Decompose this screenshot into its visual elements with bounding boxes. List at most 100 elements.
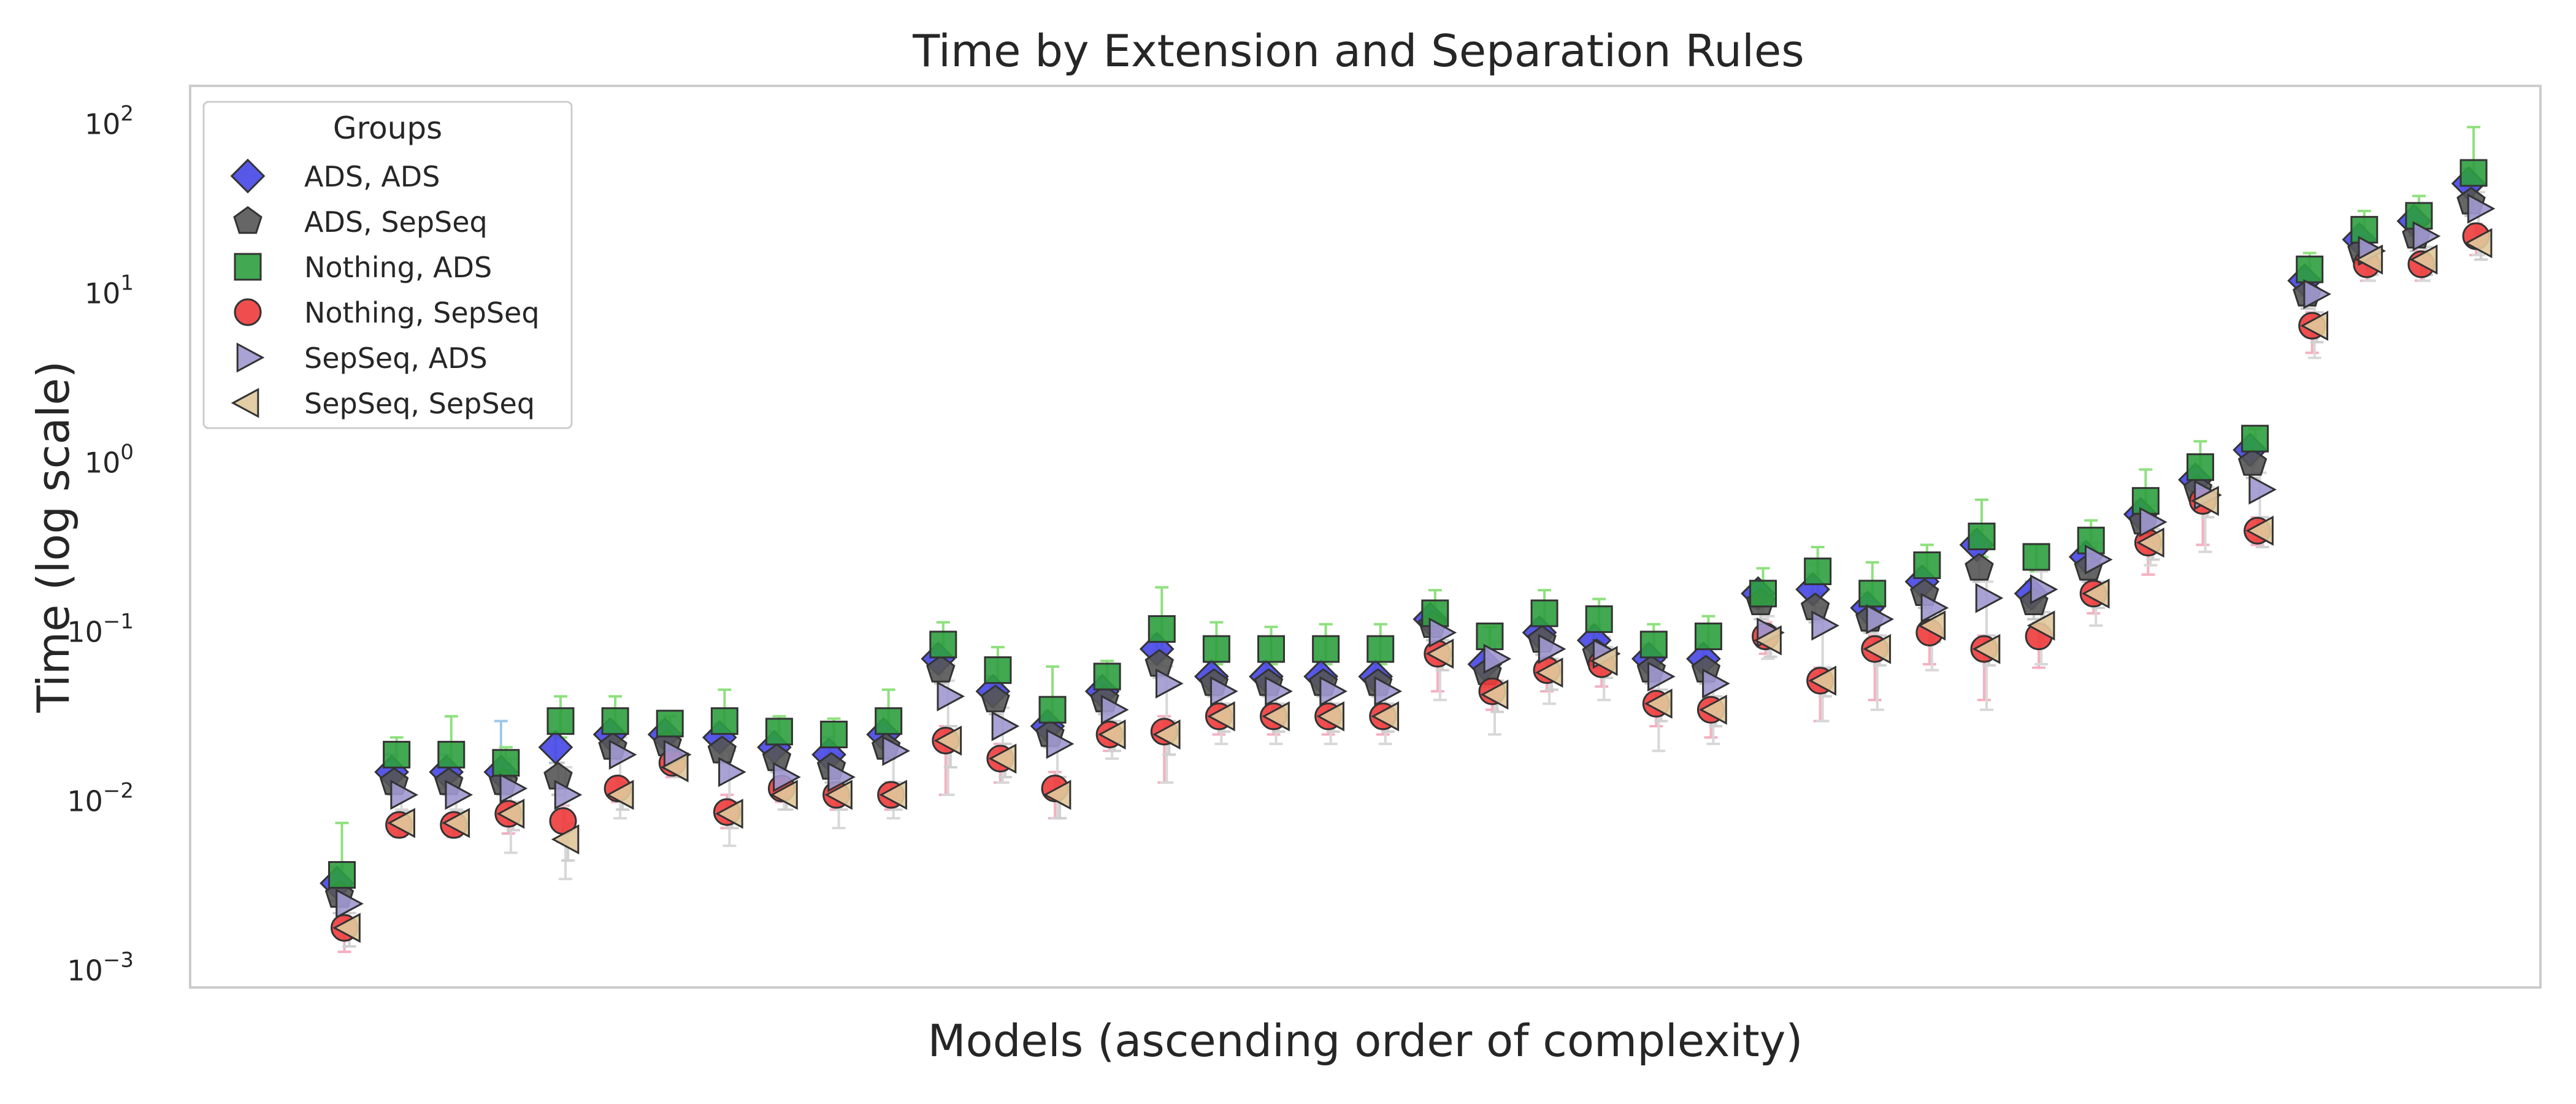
data-point (1811, 610, 1839, 641)
data-point (1093, 662, 1121, 691)
data-point (332, 913, 361, 943)
legend: Groups ADS, ADS ADS, SepSeq Nothing, ADS No… (202, 101, 573, 429)
data-point (1155, 668, 1184, 699)
data-point (2412, 221, 2441, 251)
data-point (2300, 310, 2329, 341)
data-point (926, 654, 956, 683)
data-point (1639, 631, 1668, 659)
y-tick-label: 100 (85, 440, 134, 479)
data-point (390, 780, 418, 810)
data-point (2026, 610, 2055, 641)
legend-label: SepSeq, SepSeq (304, 387, 535, 420)
data-point (1535, 657, 1563, 688)
data-point (2296, 255, 2324, 283)
data-point (328, 861, 356, 889)
data-point (1917, 610, 1946, 641)
data-point (1043, 780, 1071, 810)
data-point (882, 735, 911, 766)
data-point (492, 749, 520, 777)
data-point (1367, 635, 1395, 663)
legend-label: ADS, ADS (304, 160, 440, 193)
legend-label: SepSeq, ADS (304, 342, 488, 375)
data-point (2355, 244, 2383, 275)
data-point (1257, 635, 1285, 663)
data-point (1207, 701, 1235, 732)
data-point (984, 656, 1012, 684)
data-point (718, 757, 746, 788)
data-point (1975, 583, 2004, 613)
data-point (2241, 424, 2269, 453)
data-point (554, 780, 583, 810)
data-point (2191, 486, 2219, 516)
legend-marker (233, 206, 263, 234)
data-point (1265, 676, 1293, 707)
data-point (2022, 543, 2050, 571)
data-point (933, 725, 962, 756)
data-point (1972, 634, 2001, 664)
data-point (1913, 551, 1941, 580)
x-axis-label: Models (ascending order of complexity) (928, 1015, 1803, 1067)
legend-label: ADS, SepSeq (304, 205, 488, 239)
data-point (937, 681, 965, 711)
y-axis-label: Time (log scale) (28, 361, 79, 713)
data-point (1046, 729, 1075, 759)
data-point (1754, 625, 1782, 656)
data-point (770, 780, 798, 810)
data-point (2084, 544, 2113, 575)
legend-marker (231, 388, 259, 418)
data-point (710, 707, 738, 735)
data-point (608, 739, 637, 770)
data-point (1428, 617, 1457, 648)
data-point (442, 808, 470, 838)
data-point (1538, 634, 1566, 664)
data-point (387, 808, 415, 838)
data-point (981, 684, 1010, 713)
data-point (496, 799, 525, 829)
data-point (1699, 694, 1727, 725)
legend-label: Nothing, SepSeq (304, 296, 540, 329)
data-point (601, 707, 629, 735)
legend-title: Groups (333, 110, 442, 146)
legend-frame (202, 101, 573, 429)
data-point (499, 773, 528, 804)
data-point (988, 743, 1017, 774)
data-point (2186, 453, 2214, 481)
data-point (1749, 580, 1777, 608)
data-point (2139, 507, 2168, 537)
data-point (1097, 719, 1126, 750)
legend-items: ADS, ADS ADS, SepSeq Nothing, ADS Nothing, … (230, 158, 540, 420)
data-point (551, 824, 580, 855)
y-tick-label: 10−1 (67, 609, 134, 648)
data-point (383, 740, 411, 769)
legend-marker (234, 253, 262, 281)
data-point (1262, 701, 1290, 732)
y-axis: 10−3 10−2 10−1 100 101 102 (67, 102, 134, 987)
data-point (1374, 676, 1403, 707)
data-point (1858, 580, 1887, 608)
data-point (715, 799, 743, 829)
data-point (2467, 193, 2496, 224)
chart-title: Time by Extension and Separation Rules (912, 25, 1804, 77)
data-point (1530, 599, 1558, 627)
data-point (2459, 159, 2488, 187)
data-point (929, 631, 957, 659)
data-point (824, 780, 853, 810)
data-point (1644, 688, 1673, 719)
data-point (660, 752, 689, 783)
y-tick-label: 101 (85, 271, 134, 310)
data-point (2245, 515, 2274, 546)
y-tick-label: 10−3 (67, 948, 134, 987)
data-point (2030, 574, 2058, 605)
data-point (1202, 635, 1230, 663)
data-point (1968, 523, 1996, 551)
data-point (1152, 719, 1181, 750)
data-point (1148, 615, 1176, 643)
data-point (1585, 605, 1613, 634)
data-point (2409, 244, 2438, 275)
legend-marker (236, 342, 265, 373)
data-point (1038, 696, 1067, 724)
data-point (1210, 676, 1238, 707)
legend-marker (234, 298, 262, 326)
data-point (1920, 592, 1949, 623)
